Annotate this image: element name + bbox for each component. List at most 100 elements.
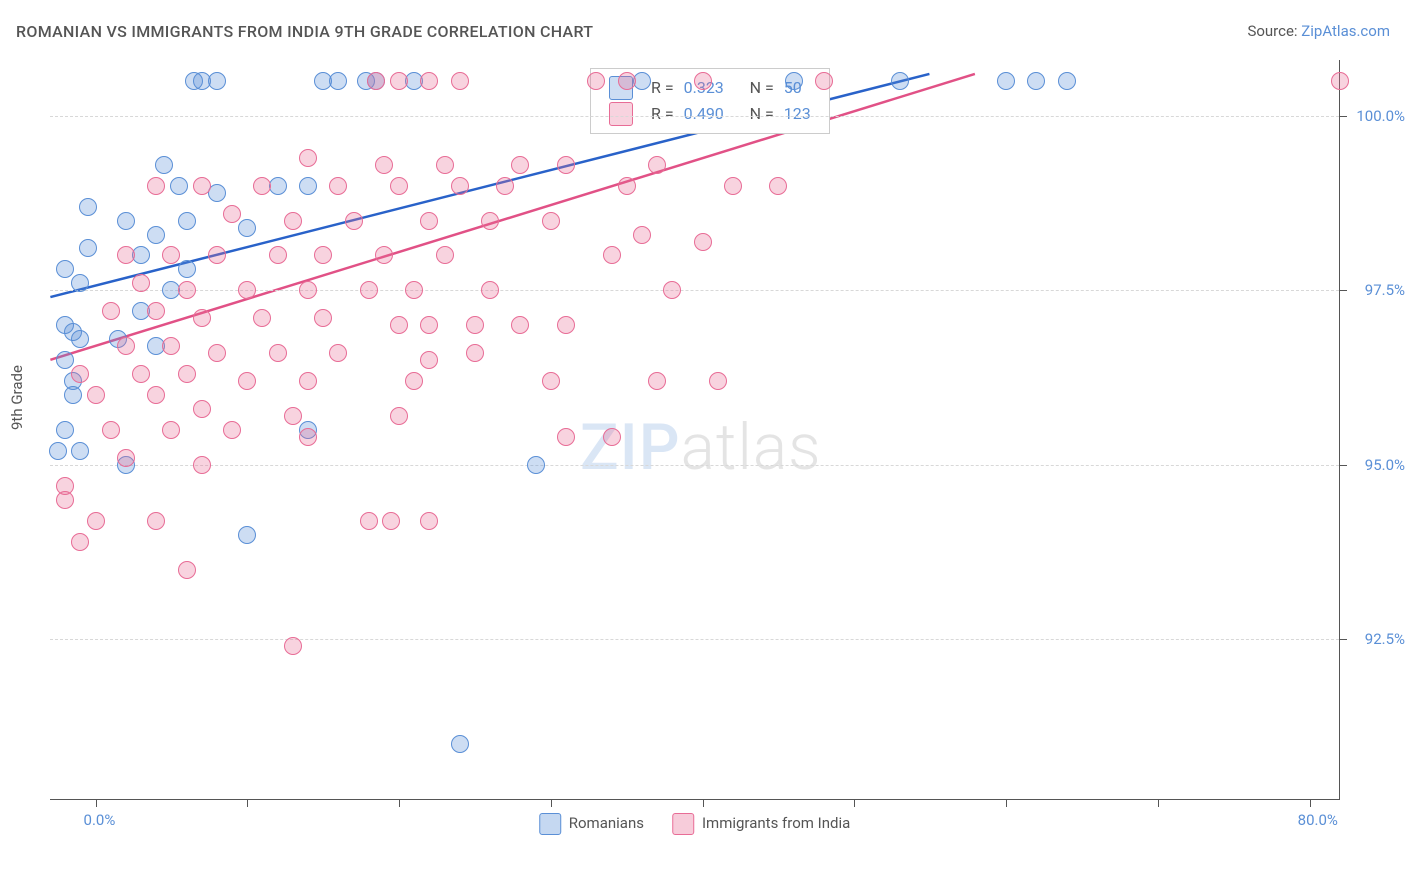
legend-item: Immigrants from India [672, 813, 850, 835]
data-point [208, 246, 226, 264]
x-tick [399, 799, 400, 807]
legend-n-label: N = [750, 101, 774, 127]
data-point [603, 428, 621, 446]
data-point [314, 309, 332, 327]
data-point [193, 400, 211, 418]
legend-label: Immigrants from India [702, 814, 850, 832]
data-point [405, 281, 423, 299]
data-point [132, 365, 150, 383]
data-point [87, 386, 105, 404]
data-point [451, 177, 469, 195]
y-tick [1339, 465, 1347, 466]
legend-swatch [539, 813, 561, 835]
data-point [694, 72, 712, 90]
data-point [648, 156, 666, 174]
source-link[interactable]: ZipAtlas.com [1301, 22, 1390, 40]
data-point [724, 177, 742, 195]
y-tick [1339, 116, 1347, 117]
data-point [496, 177, 514, 195]
x-tick-label: 80.0% [1298, 811, 1338, 829]
data-point [345, 212, 363, 230]
data-point [420, 72, 438, 90]
gridline-horizontal [50, 639, 1339, 640]
data-point [56, 351, 74, 369]
y-tick-label: 100.0% [1356, 107, 1405, 125]
data-point [284, 212, 302, 230]
data-point [64, 386, 82, 404]
legend-r-value: 0.490 [684, 101, 740, 127]
legend-swatch [609, 102, 633, 126]
data-point [238, 372, 256, 390]
data-point [162, 246, 180, 264]
data-point [436, 156, 454, 174]
y-axis-label: 9th Grade [8, 365, 26, 430]
data-point [618, 72, 636, 90]
data-point [269, 344, 287, 362]
data-point [375, 246, 393, 264]
data-point [147, 386, 165, 404]
legend-row: R =0.490N =123 [609, 101, 811, 127]
data-point [147, 512, 165, 530]
x-tick [1006, 799, 1007, 807]
data-point [147, 177, 165, 195]
data-point [329, 344, 347, 362]
data-point [162, 421, 180, 439]
data-point [481, 281, 499, 299]
data-point [390, 407, 408, 425]
data-point [997, 72, 1015, 90]
legend-r-value: 0.323 [684, 75, 740, 101]
watermark-zip: ZIP [580, 410, 681, 485]
data-point [648, 372, 666, 390]
data-point [587, 72, 605, 90]
data-point [147, 226, 165, 244]
data-point [420, 316, 438, 334]
data-point [542, 212, 560, 230]
data-point [618, 177, 636, 195]
data-point [1331, 72, 1349, 90]
gridline-horizontal [50, 116, 1339, 117]
data-point [785, 72, 803, 90]
source-attribution: Source: ZipAtlas.com [1247, 22, 1390, 40]
data-point [155, 156, 173, 174]
data-point [420, 351, 438, 369]
data-point [208, 72, 226, 90]
data-point [769, 177, 787, 195]
data-point [360, 512, 378, 530]
data-point [117, 337, 135, 355]
data-point [117, 449, 135, 467]
data-point [299, 428, 317, 446]
data-point [436, 246, 454, 264]
data-point [284, 637, 302, 655]
data-point [132, 274, 150, 292]
data-point [193, 309, 211, 327]
data-point [253, 309, 271, 327]
data-point [329, 177, 347, 195]
data-point [694, 233, 712, 251]
x-tick [854, 799, 855, 807]
data-point [223, 421, 241, 439]
data-point [367, 72, 385, 90]
data-point [511, 156, 529, 174]
legend-r-label: R = [651, 101, 674, 127]
data-point [299, 177, 317, 195]
chart-title: ROMANIAN VS IMMIGRANTS FROM INDIA 9TH GR… [16, 22, 593, 41]
data-point [382, 512, 400, 530]
y-tick-label: 92.5% [1365, 630, 1405, 648]
data-point [481, 212, 499, 230]
x-tick-label: 0.0% [84, 811, 116, 829]
y-tick [1339, 639, 1347, 640]
data-point [238, 219, 256, 237]
data-point [299, 372, 317, 390]
legend-swatch [672, 813, 694, 835]
data-point [71, 330, 89, 348]
data-point [542, 372, 560, 390]
data-point [815, 72, 833, 90]
data-point [329, 72, 347, 90]
data-point [1058, 72, 1076, 90]
gridline-horizontal [50, 465, 1339, 466]
data-point [891, 72, 909, 90]
scatter-plot-area: ZIPatlas R =0.323N =50R =0.490N =123 Rom… [50, 60, 1340, 800]
legend-label: Romanians [569, 814, 644, 832]
legend-item: Romanians [539, 813, 644, 835]
data-point [79, 239, 97, 257]
